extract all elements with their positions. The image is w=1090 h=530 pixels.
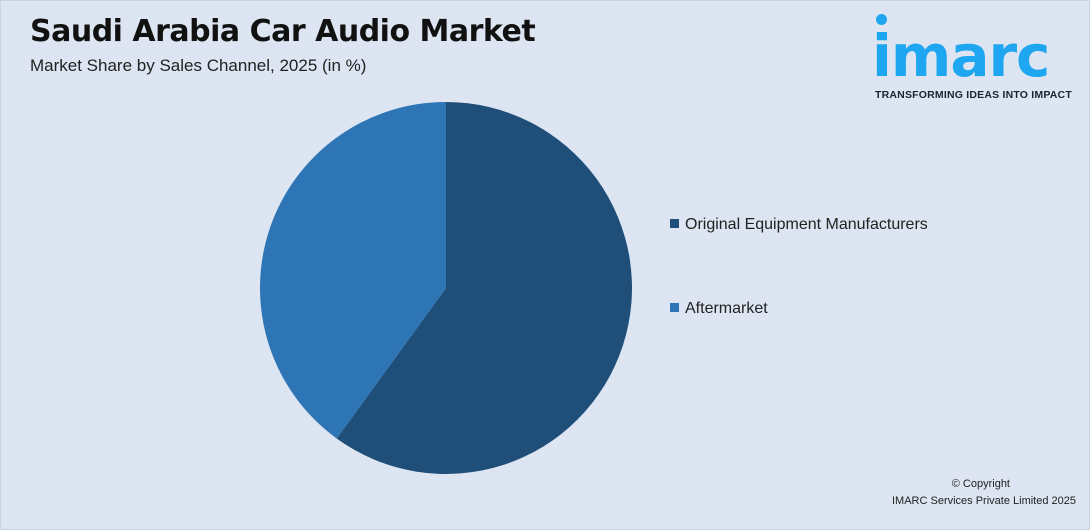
legend-swatch [670, 303, 679, 312]
logo-wordmark: imarc [872, 22, 1050, 90]
copyright-symbol-text: © Copyright [951, 478, 1010, 490]
legend-swatch [670, 219, 679, 228]
logo-dot-icon [876, 14, 887, 25]
legend-item-oem: Original Equipment Manufacturers [670, 216, 928, 234]
copyright: © Copyright IMARC Services Private Limit… [892, 476, 1076, 510]
legend-item-aftermarket: Aftermarket [670, 300, 768, 318]
chart-subtitle: Market Share by Sales Channel, 2025 (in … [30, 56, 367, 75]
legend-label: Aftermarket [685, 300, 768, 317]
pie-slice-original-equipment-manufacturers [336, 102, 632, 474]
copyright-company: IMARC Services Private Limited 2025 [891, 495, 1076, 507]
imarc-logo: imarc TRANSFORMING IDEAS INTO IMPACT [872, 12, 1082, 102]
chart-title: Saudi Arabia Car Audio Market [30, 14, 536, 49]
pie-slice-aftermarket [259, 102, 446, 439]
legend-label: Original Equipment Manufacturers [685, 216, 928, 233]
logo-tagline: TRANSFORMING IDEAS INTO IMPACT [875, 89, 1072, 101]
